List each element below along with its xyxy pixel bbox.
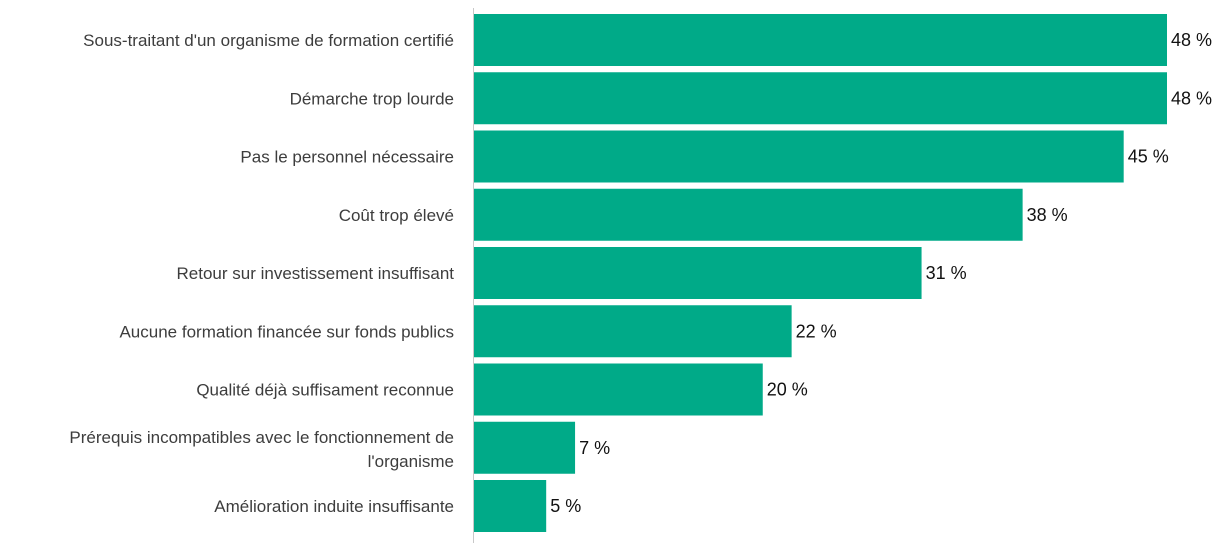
value-label-7: 7 % [579,438,610,458]
value-labels-group: 48 % 48 % 45 % 38 % 31 % 22 % 20 % 7 % 5 % [550,30,1212,516]
value-label-0: 48 % [1171,30,1212,50]
value-label-1: 48 % [1171,88,1212,108]
value-label-2: 45 % [1128,147,1169,167]
bar-2 [474,130,1124,183]
bar-6 [474,363,763,416]
value-label-8: 5 % [550,496,581,516]
category-labels-group: Sous-traitant d'un organisme de formatio… [69,31,454,516]
value-label-6: 20 % [767,380,808,400]
value-label-4: 31 % [926,263,967,283]
category-label-2: Pas le personnel nécessaire [240,148,454,167]
value-label-5: 22 % [796,321,837,341]
bar-4 [474,247,922,299]
category-label-8: Amélioration induite insuffisante [214,497,454,516]
category-label-5: Aucune formation financée sur fonds publ… [119,322,454,341]
bars-group [474,14,1167,532]
bar-5 [474,305,792,358]
bar-1 [474,72,1167,125]
bar-0 [474,14,1167,66]
bar-7 [474,421,576,474]
category-label-6: Qualité déjà suffisament reconnue [196,381,454,400]
value-label-3: 38 % [1027,205,1068,225]
bar-3 [474,188,1023,241]
category-label-7: Prérequis incompatibles avec le fonction… [69,428,454,471]
category-label-4: Retour sur investissement insuffisant [177,264,455,283]
bar-8 [474,480,547,532]
category-label-1: Démarche trop lourde [290,89,454,108]
category-label-0: Sous-traitant d'un organisme de formatio… [83,31,454,50]
category-label-3: Coût trop élevé [339,206,454,225]
